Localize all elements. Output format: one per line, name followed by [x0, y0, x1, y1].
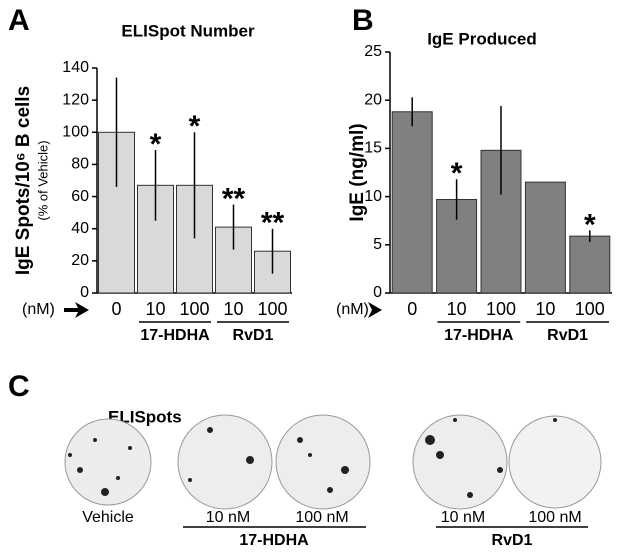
spot: [207, 427, 213, 433]
x-tick-label: 10: [447, 299, 467, 319]
spot: [308, 453, 312, 457]
spot: [297, 437, 303, 443]
well-label: 10 nM: [206, 509, 250, 526]
chart-title: ELISpot Number: [121, 21, 255, 40]
well: [508, 415, 602, 509]
group-label: 17-HDHA: [444, 327, 514, 344]
y-tick-label: 0: [373, 284, 382, 301]
group-label: RvD1: [233, 327, 274, 344]
x-tick-label: 10: [535, 299, 555, 319]
significance: *: [584, 208, 596, 241]
arrow-head: [75, 302, 89, 318]
group-label: 17-HDHA: [140, 327, 210, 344]
panel-letter: B: [352, 4, 374, 37]
x-tick-label: 100: [486, 299, 516, 319]
y-tick-label: 10: [364, 188, 382, 205]
spot: [93, 438, 97, 442]
spot: [341, 466, 349, 474]
y-tick-label: 40: [71, 220, 89, 237]
unit-label: (nM): [336, 301, 369, 318]
spot: [553, 418, 557, 422]
y-axis-sublabel: (% of Vehicle): [35, 140, 50, 220]
well-label: 100 nM: [528, 509, 581, 526]
arrow-head: [368, 302, 382, 318]
y-tick-label: 0: [80, 284, 89, 301]
well: [64, 418, 152, 506]
spot: [101, 488, 109, 496]
panel-letter: C: [8, 370, 30, 403]
bar: [524, 181, 566, 294]
spot: [453, 418, 457, 422]
well-label: Vehicle: [82, 509, 134, 526]
significance: **: [261, 207, 285, 240]
y-tick-label: 25: [364, 43, 382, 60]
well-label: 100 nM: [295, 509, 348, 526]
wells: [64, 414, 602, 510]
y-tick-label: 120: [62, 91, 89, 108]
y-axis-label: IgE (ng/ml): [347, 123, 368, 221]
spot: [327, 487, 333, 493]
unit-label: (nM): [22, 301, 55, 318]
y-tick-label: 20: [71, 252, 89, 269]
y-tick-label: 100: [62, 124, 89, 141]
significance: *: [189, 110, 201, 143]
spot: [188, 478, 192, 482]
bar: [569, 235, 611, 294]
spot: [425, 435, 435, 445]
x-tick-label: 10: [223, 299, 243, 319]
x-tick-label: 0: [111, 299, 121, 319]
spot: [436, 451, 444, 459]
group-label: 17-HDHA: [239, 532, 309, 549]
y-tick-label: 140: [62, 59, 89, 76]
spot: [128, 446, 132, 450]
x-tick-label: 100: [179, 299, 209, 319]
y-tick-label: 20: [364, 91, 382, 108]
panel-letter: A: [8, 4, 30, 37]
well-label: 10 nM: [441, 509, 485, 526]
y-tick-label: 60: [71, 188, 89, 205]
y-tick-label: 15: [364, 140, 382, 157]
panel-c-title: ELISpots: [108, 407, 182, 426]
x-tick-label: 100: [257, 299, 287, 319]
spots: [68, 418, 557, 498]
spot: [116, 476, 120, 480]
x-tick-label: 0: [407, 299, 417, 319]
spot: [497, 467, 503, 473]
well: [275, 414, 371, 510]
significance: *: [451, 157, 463, 190]
y-tick-label: 5: [373, 236, 382, 253]
well: [412, 414, 508, 510]
spot: [246, 456, 254, 464]
bar: [391, 111, 433, 294]
spot: [467, 492, 473, 498]
group-label: RvD1: [547, 327, 588, 344]
y-tick-label: 80: [71, 156, 89, 173]
x-tick-label: 100: [575, 299, 605, 319]
chart-title: IgE Produced: [427, 29, 537, 48]
spot: [77, 467, 83, 473]
group-label: RvD1: [492, 532, 533, 549]
significance: **: [222, 183, 246, 216]
x-tick-label: 10: [145, 299, 165, 319]
well: [177, 414, 273, 510]
significance: *: [150, 128, 162, 161]
y-axis-label: IgE Spots/10⁶ B cells: [13, 86, 34, 275]
spot: [68, 453, 72, 457]
